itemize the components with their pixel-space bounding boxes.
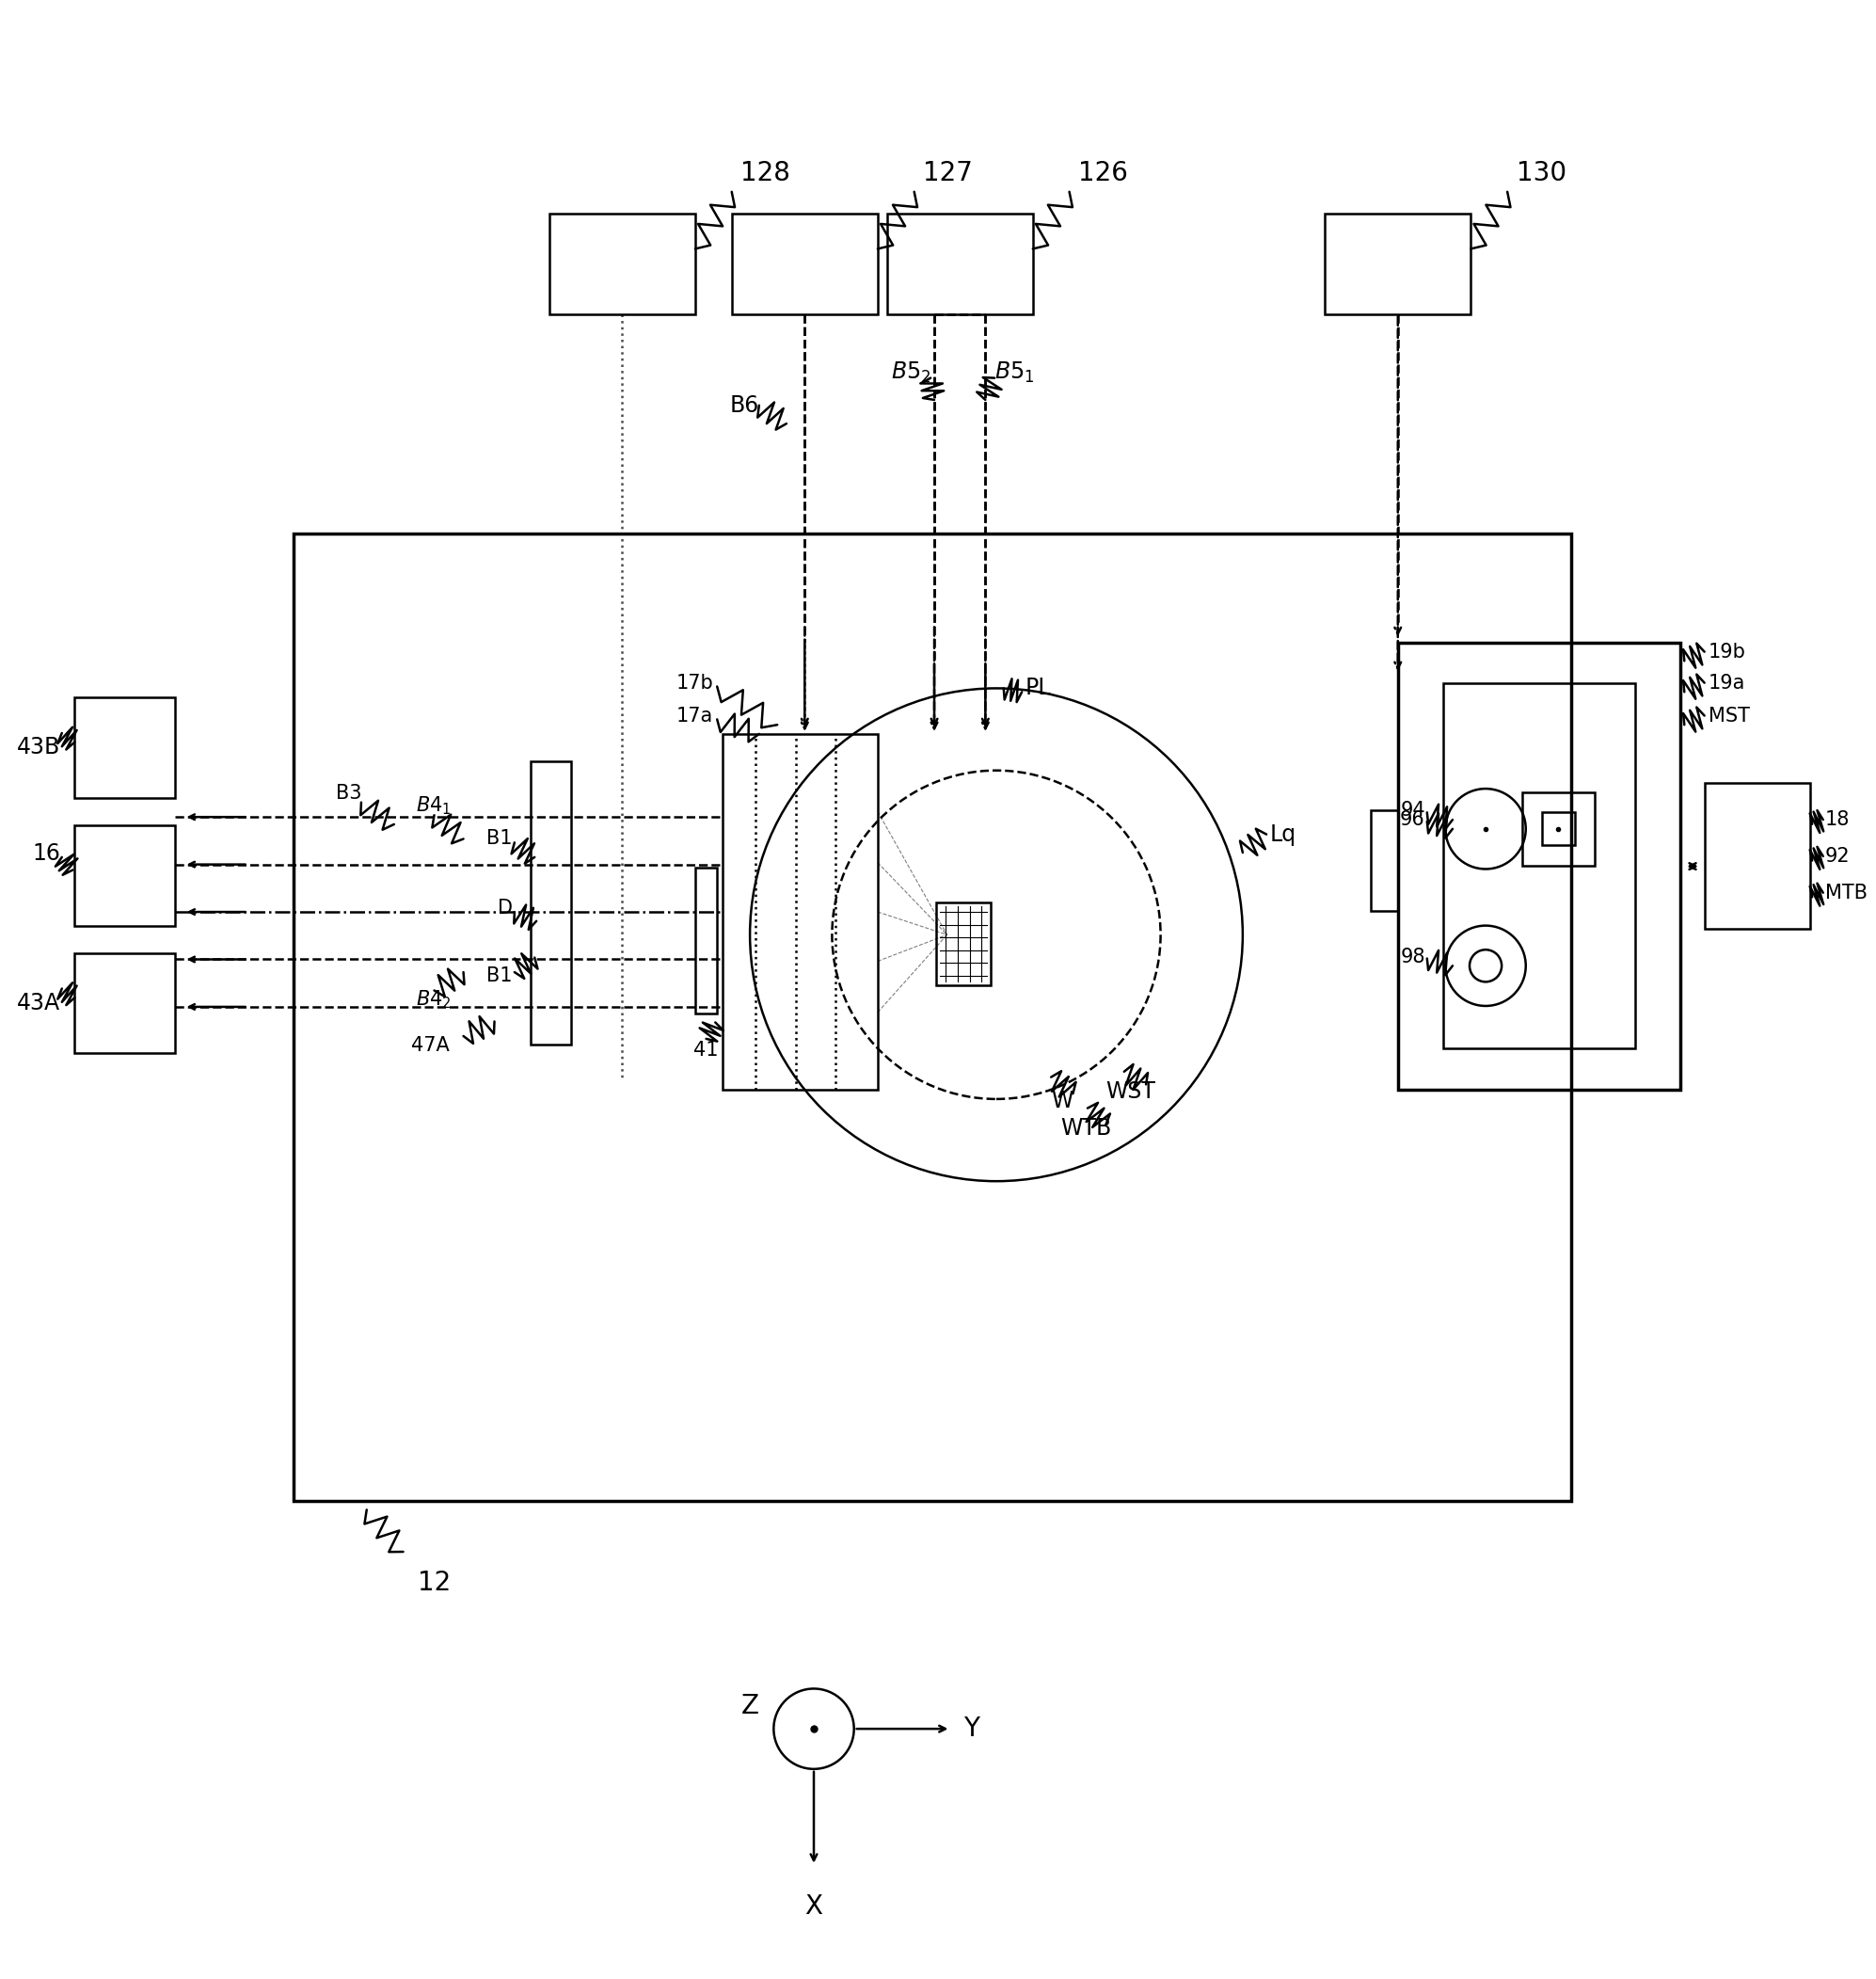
Text: W: W bbox=[1051, 1090, 1073, 1112]
Text: Z: Z bbox=[741, 1694, 760, 1720]
Text: 92: 92 bbox=[1825, 847, 1850, 865]
Text: 19a: 19a bbox=[1709, 673, 1745, 693]
Text: PL: PL bbox=[1026, 677, 1051, 701]
Text: 41: 41 bbox=[694, 1041, 719, 1059]
Text: 130: 130 bbox=[1516, 160, 1566, 186]
Text: 98: 98 bbox=[1399, 948, 1426, 966]
Bar bbox=[75, 954, 174, 1053]
Text: 19b: 19b bbox=[1709, 643, 1745, 661]
Bar bbox=[75, 697, 174, 798]
Bar bbox=[75, 825, 174, 926]
Bar bbox=[1542, 813, 1574, 845]
Bar bbox=[1521, 792, 1595, 865]
Text: WST: WST bbox=[1105, 1081, 1156, 1104]
Text: $B5_1$: $B5_1$ bbox=[994, 360, 1034, 384]
Text: MTB: MTB bbox=[1825, 883, 1867, 902]
Text: B3: B3 bbox=[336, 784, 362, 803]
Text: 43A: 43A bbox=[17, 991, 60, 1015]
Bar bbox=[732, 214, 878, 315]
Text: 127: 127 bbox=[923, 160, 974, 186]
Bar bbox=[722, 734, 878, 1090]
Text: D: D bbox=[497, 898, 512, 918]
Bar bbox=[550, 214, 696, 315]
Text: 18: 18 bbox=[1825, 809, 1850, 829]
Text: 43B: 43B bbox=[17, 736, 60, 758]
Text: WTB: WTB bbox=[1060, 1118, 1111, 1140]
Text: $B4_2$: $B4_2$ bbox=[416, 988, 452, 1011]
Bar bbox=[1324, 214, 1471, 315]
Text: 16: 16 bbox=[32, 843, 60, 865]
Text: Lq: Lq bbox=[1270, 823, 1296, 845]
Text: 96: 96 bbox=[1399, 809, 1426, 829]
Text: 17a: 17a bbox=[677, 707, 713, 724]
Text: 12: 12 bbox=[418, 1569, 450, 1597]
Text: 94: 94 bbox=[1399, 801, 1426, 819]
Text: MST: MST bbox=[1709, 707, 1750, 724]
Bar bbox=[887, 214, 1034, 315]
Text: 126: 126 bbox=[1079, 160, 1127, 186]
Text: B1: B1 bbox=[486, 966, 512, 986]
Bar bbox=[1443, 683, 1636, 1049]
Bar bbox=[1398, 643, 1681, 1090]
Bar bbox=[936, 902, 991, 986]
Text: 128: 128 bbox=[741, 160, 790, 186]
Text: 17b: 17b bbox=[675, 673, 713, 693]
Text: B6: B6 bbox=[730, 394, 760, 418]
Text: B1: B1 bbox=[486, 829, 512, 849]
Bar bbox=[531, 762, 570, 1045]
Text: X: X bbox=[805, 1894, 824, 1920]
Bar bbox=[1371, 811, 1398, 910]
Text: $B4_1$: $B4_1$ bbox=[416, 796, 452, 817]
Text: Y: Y bbox=[964, 1716, 979, 1742]
Text: 47A: 47A bbox=[411, 1037, 450, 1055]
Text: $B5_2$: $B5_2$ bbox=[891, 360, 930, 384]
Bar bbox=[1705, 784, 1810, 930]
Bar bbox=[295, 532, 1572, 1500]
Bar bbox=[696, 867, 717, 1013]
